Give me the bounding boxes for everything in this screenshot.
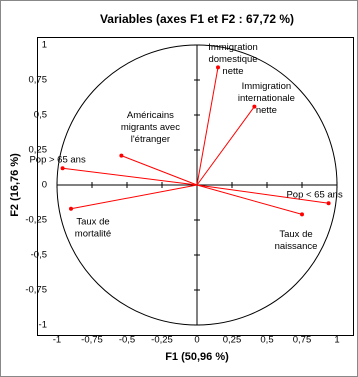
x-tick-label: 0,5	[260, 335, 273, 346]
x-tick-label: 0,25	[223, 335, 242, 346]
point-label: mortalité	[75, 228, 111, 239]
point-label: Taux de	[279, 229, 312, 240]
point	[69, 206, 73, 211]
point-label: migrants avec	[121, 122, 180, 133]
y-tick-label: 0,75	[29, 75, 48, 86]
y-tick-label: 0,25	[29, 145, 48, 156]
y-tick-label: -0,25	[25, 215, 47, 226]
point-label: Immigration	[242, 81, 292, 92]
point-label: Pop > 65 ans	[29, 155, 86, 166]
vector	[62, 167, 198, 186]
x-tick-label: -0,75	[81, 335, 103, 346]
y-tick-label: -1	[39, 320, 47, 331]
vector	[121, 155, 198, 186]
vector	[196, 67, 219, 186]
y-tick-label: -0,75	[25, 285, 47, 296]
x-tick-label: -0,25	[151, 335, 173, 346]
y-tick-label: 0	[42, 180, 47, 191]
x-tick-label: -0,5	[119, 335, 135, 346]
point	[60, 166, 65, 171]
point-label: Taux de	[76, 216, 109, 227]
point-label: internationale	[238, 93, 295, 104]
point	[326, 201, 331, 206]
vector	[196, 106, 255, 186]
y-axis-title: F2 (16,76 %)	[9, 153, 21, 217]
vector	[196, 184, 303, 215]
point	[216, 65, 220, 70]
chart-title: Variables (axes F1 et F2 : 67,72 %)	[100, 12, 294, 26]
point-label: nette	[256, 105, 277, 116]
x-tick-label: 1	[334, 335, 339, 346]
plot-frame	[37, 37, 354, 336]
point-label: naissance	[275, 241, 318, 252]
x-axis-title: F1 (50,96 %)	[165, 351, 229, 363]
x-tick-label: 0	[194, 335, 199, 346]
y-tick-label: 0,5	[34, 110, 47, 121]
x-tick-label: -1	[53, 335, 61, 346]
point-label: Américains	[127, 110, 174, 121]
point-label: domestique	[208, 54, 257, 65]
point-label: l'étranger	[131, 134, 170, 145]
vector	[70, 184, 198, 210]
y-tick-label: -0,5	[31, 250, 47, 261]
point	[300, 212, 304, 217]
vector	[196, 184, 329, 204]
point-label: nette	[222, 66, 243, 77]
x-tick-label: 0,75	[293, 335, 312, 346]
point	[252, 104, 257, 109]
point-label: Immigration	[208, 42, 258, 53]
y-tick-label: 1	[42, 40, 47, 51]
point-label: Pop < 65 ans	[286, 190, 343, 201]
point	[119, 153, 124, 158]
